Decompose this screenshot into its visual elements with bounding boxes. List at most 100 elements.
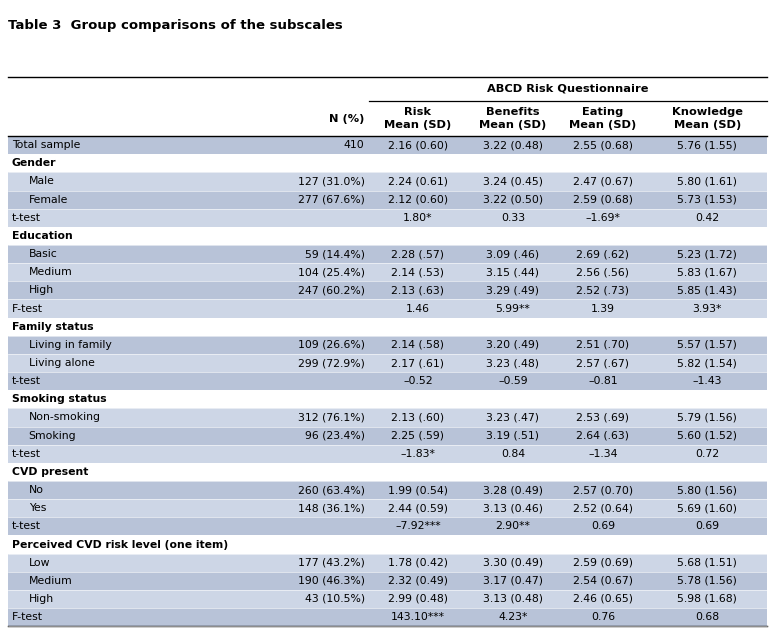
Text: 3.23 (.47): 3.23 (.47) [487,412,539,422]
Text: 3.17 (0.47): 3.17 (0.47) [483,576,542,586]
Text: 3.20 (.49): 3.20 (.49) [486,340,539,350]
Text: 2.14 (.58): 2.14 (.58) [391,340,444,350]
Bar [8,463,767,481]
Text: Yes: Yes [29,504,46,513]
Bar [8,553,767,572]
Text: Female: Female [29,195,68,204]
Text: 2.56 (.56): 2.56 (.56) [577,267,629,277]
Text: –0.81: –0.81 [588,376,618,386]
Text: Medium: Medium [29,267,72,277]
Text: 5.98 (1.68): 5.98 (1.68) [677,594,737,604]
Text: 2.17 (.61): 2.17 (.61) [391,358,444,368]
Text: 3.09 (.46): 3.09 (.46) [486,249,539,259]
Text: 2.46 (0.65): 2.46 (0.65) [573,594,633,604]
Text: 2.44 (0.59): 2.44 (0.59) [388,504,448,513]
Text: 2.25 (.59): 2.25 (.59) [391,431,444,441]
Bar [8,101,767,136]
Text: 3.22 (0.48): 3.22 (0.48) [483,140,542,150]
Bar [8,154,767,173]
Text: 5.99**: 5.99** [495,304,530,314]
Text: 1.39: 1.39 [591,304,615,314]
Text: 2.53 (.69): 2.53 (.69) [577,412,629,422]
Text: Gender: Gender [12,158,56,168]
Text: F-test: F-test [12,612,43,622]
Text: 2.52 (.73): 2.52 (.73) [577,286,629,295]
Text: Perceived CVD risk level (one item): Perceived CVD risk level (one item) [12,539,228,550]
Text: 143.10***: 143.10*** [391,612,445,622]
Text: 96 (23.4%): 96 (23.4%) [305,431,364,441]
Text: F-test: F-test [12,304,43,314]
Text: 5.23 (1.72): 5.23 (1.72) [677,249,737,259]
Bar [8,245,767,263]
Text: 3.24 (0.45): 3.24 (0.45) [483,176,542,187]
Text: Table 3  Group comparisons of the subscales: Table 3 Group comparisons of the subscal… [8,19,343,32]
Bar [8,608,767,626]
Text: Low: Low [29,558,50,567]
Text: 2.12 (0.60): 2.12 (0.60) [388,195,448,204]
Text: t-test: t-test [12,376,40,386]
Text: 5.78 (1.56): 5.78 (1.56) [677,576,737,586]
Text: Eating
Mean (SD): Eating Mean (SD) [569,107,636,130]
Text: Living in family: Living in family [29,340,112,350]
Text: 410: 410 [344,140,364,150]
Text: 148 (36.1%): 148 (36.1%) [298,504,364,513]
Text: 5.68 (1.51): 5.68 (1.51) [677,558,737,567]
Text: 277 (67.6%): 277 (67.6%) [298,195,364,204]
Text: –0.59: –0.59 [498,376,528,386]
Text: 1.46: 1.46 [406,304,430,314]
Bar [8,390,767,408]
Bar [8,408,767,427]
Text: 5.85 (1.43): 5.85 (1.43) [677,286,737,295]
Text: High: High [29,286,53,295]
Text: 2.24 (0.61): 2.24 (0.61) [388,176,448,187]
Text: Smoking: Smoking [29,431,76,441]
Bar [8,372,767,390]
Text: –1.43: –1.43 [693,376,722,386]
Text: 2.28 (.57): 2.28 (.57) [391,249,444,259]
Text: Knowledge
Mean (SD): Knowledge Mean (SD) [672,107,742,130]
Text: 3.23 (.48): 3.23 (.48) [487,358,539,368]
Text: 1.80*: 1.80* [403,213,432,223]
Text: –1.69*: –1.69* [585,213,620,223]
Bar [8,318,767,335]
Bar [8,281,767,300]
Bar [8,77,767,101]
Text: 5.73 (1.53): 5.73 (1.53) [677,195,737,204]
Text: 127 (31.0%): 127 (31.0%) [298,176,364,187]
Bar [8,499,767,518]
Text: 247 (60.2%): 247 (60.2%) [298,286,364,295]
Text: 2.51 (.70): 2.51 (.70) [577,340,629,350]
Text: 5.80 (1.56): 5.80 (1.56) [677,485,737,495]
Bar [8,518,767,535]
Bar [8,572,767,590]
Text: Medium: Medium [29,576,72,586]
Text: No: No [29,485,43,495]
Text: 2.13 (.60): 2.13 (.60) [391,412,444,422]
Text: 2.90**: 2.90** [495,521,530,532]
Text: 2.69 (.62): 2.69 (.62) [577,249,629,259]
Text: 3.13 (0.46): 3.13 (0.46) [483,504,542,513]
Text: ABCD Risk Questionnaire: ABCD Risk Questionnaire [487,84,649,94]
Text: Smoking status: Smoking status [12,394,106,404]
Text: 109 (26.6%): 109 (26.6%) [298,340,364,350]
Text: –1.34: –1.34 [588,449,618,459]
Text: t-test: t-test [12,521,40,532]
Text: –0.52: –0.52 [403,376,432,386]
Text: 1.78 (0.42): 1.78 (0.42) [388,558,448,567]
Text: 0.76: 0.76 [591,612,615,622]
Bar [8,590,767,608]
Text: 260 (63.4%): 260 (63.4%) [298,485,364,495]
Text: 2.57 (.67): 2.57 (.67) [577,358,629,368]
Text: 5.60 (1.52): 5.60 (1.52) [677,431,737,441]
Bar [8,427,767,445]
Text: 5.83 (1.67): 5.83 (1.67) [677,267,737,277]
Text: 190 (46.3%): 190 (46.3%) [298,576,364,586]
Bar [8,173,767,190]
Bar [8,209,767,227]
Text: 104 (25.4%): 104 (25.4%) [298,267,364,277]
Bar [8,300,767,318]
Text: 5.57 (1.57): 5.57 (1.57) [677,340,737,350]
Text: 3.30 (0.49): 3.30 (0.49) [483,558,542,567]
Text: 2.59 (0.69): 2.59 (0.69) [573,558,633,567]
Text: Living alone: Living alone [29,358,95,368]
